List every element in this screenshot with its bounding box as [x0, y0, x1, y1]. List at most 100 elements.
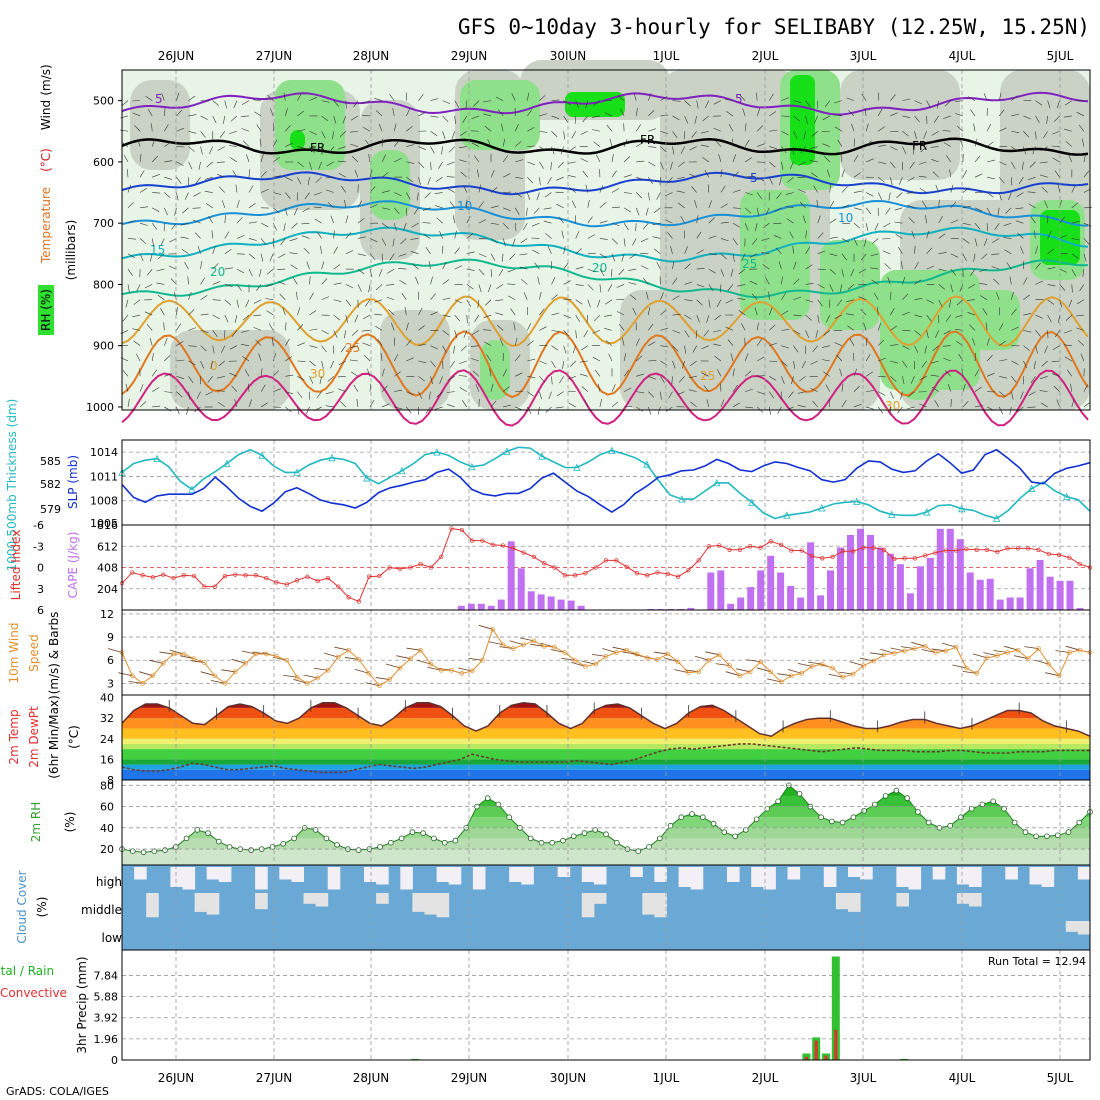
wind-barb	[563, 280, 571, 285]
wind-barb	[815, 330, 818, 339]
wind-barb	[727, 284, 734, 291]
wind-barb	[768, 291, 770, 300]
pressure-tick: 1000	[86, 401, 114, 414]
wind-barb-10m	[303, 674, 318, 679]
wind-barb	[853, 385, 860, 392]
wind-barb	[696, 314, 700, 323]
wind-barb	[357, 268, 365, 275]
wind-barb	[846, 97, 855, 101]
wind-barb	[921, 360, 927, 368]
wind-barb	[943, 330, 951, 335]
wind-barb	[853, 403, 862, 408]
wind-barb	[389, 253, 395, 261]
wind-barb-10m	[952, 664, 967, 669]
cape-bar	[857, 528, 864, 611]
wind-barb	[338, 360, 346, 366]
wind-barb	[513, 322, 516, 331]
wind-barb	[836, 299, 843, 307]
wind-barb	[374, 299, 383, 303]
rh-marker	[162, 847, 168, 853]
wind-barb	[224, 100, 227, 109]
wind-barb	[539, 376, 546, 383]
li-marker	[912, 556, 918, 561]
wind-barb	[342, 115, 347, 124]
wind-marker	[747, 669, 753, 675]
cloud-clear-cell	[364, 867, 377, 882]
wind-marker	[1005, 650, 1010, 655]
cape-bar	[886, 553, 894, 611]
wind-barb	[241, 330, 250, 333]
wind-barb	[418, 161, 425, 169]
wind-barb	[688, 389, 697, 392]
wind-barb	[406, 144, 415, 147]
wind-barb	[708, 268, 716, 274]
cape-bar	[956, 539, 964, 610]
wind-barb	[672, 314, 681, 316]
wind-barb	[375, 110, 383, 117]
cloud-clear-cell	[787, 867, 801, 880]
wind-barb	[156, 282, 165, 285]
wind-marker	[459, 671, 465, 676]
cape-bar	[1006, 597, 1014, 610]
wind-barb	[490, 205, 499, 209]
wind-barb	[430, 146, 435, 154]
wind-barb	[974, 155, 981, 163]
wind-barb	[1016, 192, 1024, 198]
wind-barb	[393, 337, 396, 346]
wind-barb	[436, 391, 443, 398]
cloud-clear-cell	[763, 867, 776, 890]
contour-label: 20	[592, 261, 607, 275]
wind-barb	[1011, 146, 1018, 152]
wind-barb	[327, 376, 334, 382]
wind-barb	[470, 345, 479, 347]
cloud-clear-cell	[303, 893, 317, 904]
wind-barb	[689, 146, 697, 151]
wind-marker	[768, 669, 774, 675]
wind-marker	[531, 638, 537, 644]
rh-marker	[818, 814, 824, 820]
wind-barb	[557, 161, 564, 169]
wind-barb	[791, 376, 794, 385]
wind-tick: 6	[107, 654, 114, 667]
wind-barb	[730, 353, 734, 362]
wind-barb	[992, 238, 1000, 243]
wind-barb	[713, 330, 721, 333]
wind-barb	[354, 314, 359, 323]
rh-marker	[452, 837, 459, 844]
wind-barb	[726, 111, 734, 117]
wind-barb	[738, 309, 746, 316]
cloud-clear-cell	[472, 867, 486, 890]
wind-barb	[283, 92, 286, 101]
wind-barb	[333, 299, 342, 302]
wind-barb	[428, 391, 431, 400]
wind-marker	[613, 650, 619, 655]
wind-barb-10m	[1034, 659, 1049, 665]
wind-barb	[362, 314, 371, 320]
wind-barb	[545, 233, 552, 239]
wind-barb	[466, 215, 471, 224]
wind-barb	[708, 217, 715, 224]
wind-barb	[853, 190, 862, 193]
wind-marker	[861, 663, 866, 668]
wind-barb	[1083, 401, 1091, 408]
wind-barb	[805, 314, 812, 321]
wind-barb	[483, 100, 492, 103]
wind-barb	[289, 252, 298, 255]
wind-barb	[224, 267, 233, 270]
wind-barb	[374, 98, 383, 101]
wind-barb	[999, 161, 1007, 166]
wind-barb	[369, 399, 375, 408]
wind-barb	[466, 268, 475, 271]
rh-marker	[635, 848, 642, 854]
wind-barb	[495, 299, 504, 302]
wind-barb	[575, 248, 582, 255]
wind-barb	[1033, 230, 1036, 239]
wind-barb	[427, 177, 431, 185]
rh-marker	[613, 839, 620, 846]
wind-barb	[702, 156, 709, 163]
wind-barb	[341, 185, 347, 193]
wind-barb	[514, 337, 518, 346]
wind-barb	[319, 376, 322, 385]
rh-marker	[538, 839, 545, 846]
wind-barb	[785, 206, 794, 209]
